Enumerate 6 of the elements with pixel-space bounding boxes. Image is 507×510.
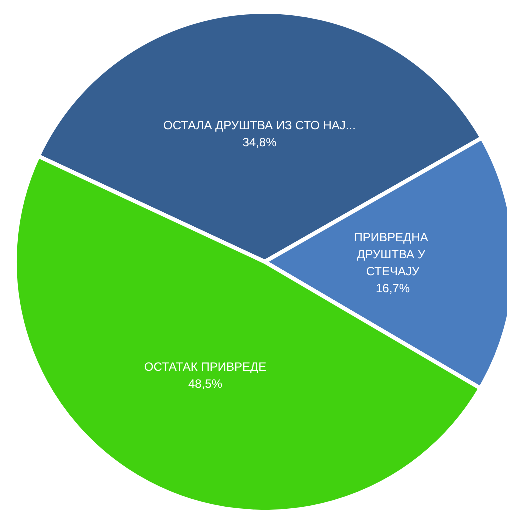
slice-label: ПРИВРЕДНА ДРУШТВА У СТЕЧАЈУ xyxy=(354,230,432,278)
slice-label: ОСТАЛА ДРУШТВА ИЗ СТО НАЈ... xyxy=(164,118,356,133)
data-label: 16,7% xyxy=(376,281,410,296)
slice-label: ОСТАТАК ПРИВРЕДЕ xyxy=(144,360,267,374)
data-label: 34,8% xyxy=(242,136,278,150)
data-label: 48,5% xyxy=(188,376,223,391)
